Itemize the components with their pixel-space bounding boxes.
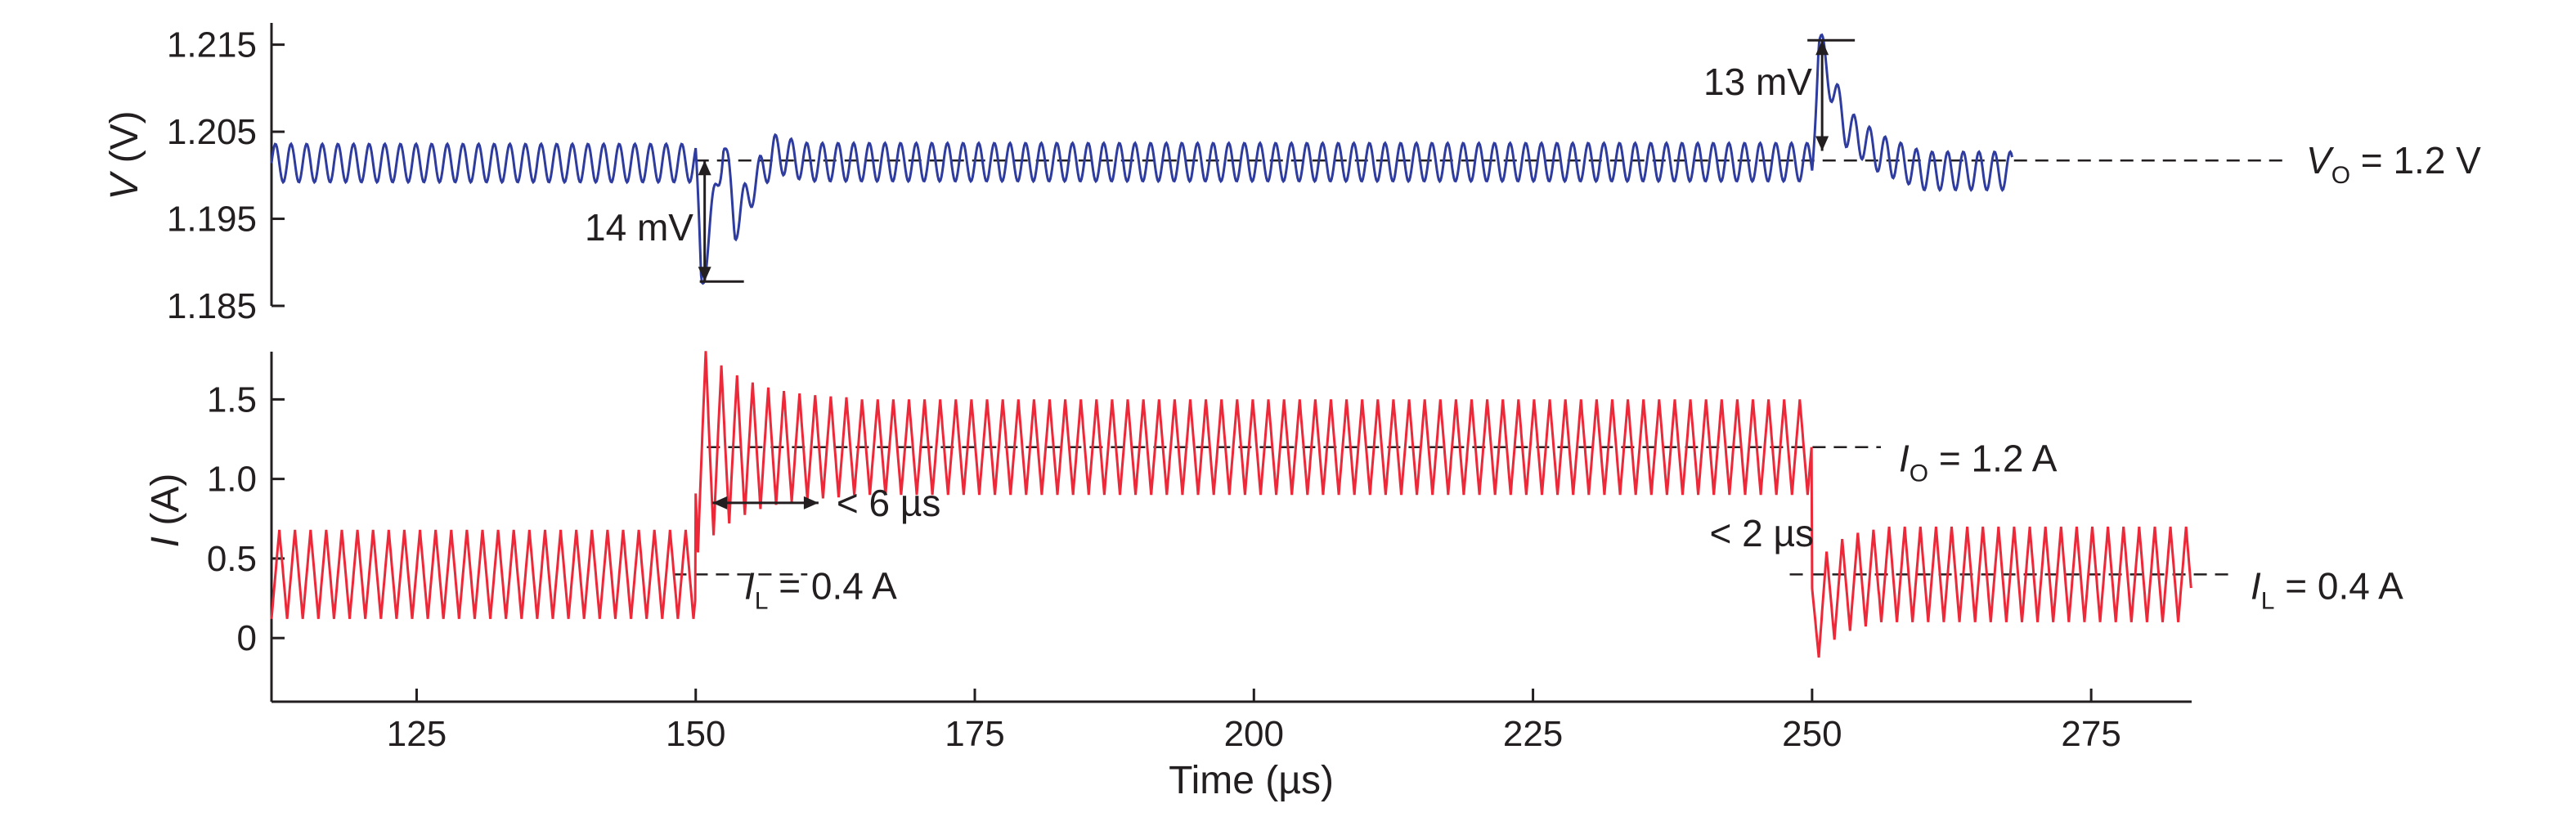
vo-label-sub: O xyxy=(2331,162,2350,189)
settling-arrow-head xyxy=(803,496,819,510)
voltage-y-tick-label: 1.185 xyxy=(167,286,257,326)
current-references: IL = 0.4 AIO = 1.2 AIL = 0.4 A xyxy=(673,438,2403,614)
voltage-y-ticks: 1.185 1.195 1.205 1.215 xyxy=(167,25,285,326)
current-y-tick-label: 0.5 xyxy=(207,539,257,579)
settling-time-label: < 6 µs xyxy=(837,482,941,524)
current-label-var: I xyxy=(744,564,755,607)
current-reference-label: IL = 0.4 A xyxy=(744,564,897,614)
vo-reference-label: VO = 1.2 V xyxy=(2306,139,2481,189)
current-y-tick-label: 1.0 xyxy=(207,460,257,500)
time-x-tick-label: 150 xyxy=(666,714,725,754)
time-x-tick-label: 250 xyxy=(1782,714,1842,754)
time-x-axis-label: Time (µs) xyxy=(1169,759,1334,802)
current-label-sub: L xyxy=(2261,587,2275,614)
current-trace xyxy=(270,351,2192,658)
voltage-y-tick-label: 1.195 xyxy=(167,200,257,240)
voltage-y-tick-label: 1.205 xyxy=(167,112,257,152)
current-label-var: I xyxy=(1899,438,1910,480)
current-label-rest: = 0.4 A xyxy=(768,564,897,607)
voltage-series xyxy=(270,33,2013,285)
dip-arrow-head xyxy=(698,267,711,282)
current-label-rest: = 1.2 A xyxy=(1928,438,2058,480)
current-panel: I (A) Time (µs) 0 0.5 1.0 1.5 125 150 175 200 2… xyxy=(144,351,2403,802)
settling-arrow-head xyxy=(712,496,728,510)
voltage-y-tick-label: 1.215 xyxy=(167,25,257,65)
current-label-var: I xyxy=(2251,564,2261,607)
time-x-tick-label: 200 xyxy=(1224,714,1284,754)
current-y-axis-label-unit: (A) xyxy=(144,474,187,526)
voltage-annotation-label: 13 mV xyxy=(1703,61,1812,103)
time-x-tick-label: 175 xyxy=(945,714,1004,754)
current-reference-label: IL = 0.4 A xyxy=(2251,564,2403,614)
dip-arrow-head xyxy=(698,160,711,176)
current-label-sub: O xyxy=(1910,460,1928,487)
voltage-annotations: 14 mV 13 mV xyxy=(585,38,1856,283)
current-reference-label: IO = 1.2 A xyxy=(1899,438,2058,487)
current-annotations: < 6 µs < 2 µs xyxy=(712,482,1814,554)
current-label-rest: = 0.4 A xyxy=(2274,564,2403,607)
current-y-tick-label: 1.5 xyxy=(207,379,257,420)
voltage-y-axis-label-unit: (V) xyxy=(103,110,146,163)
current-y-ticks: 0 0.5 1.0 1.5 xyxy=(207,379,285,658)
current-y-axis-label-var: I xyxy=(144,536,187,547)
current-y-axis-label: I (A) xyxy=(144,474,187,548)
voltage-y-axis-label-var: V xyxy=(103,171,146,200)
time-x-tick-label: 275 xyxy=(2061,714,2120,754)
voltage-trace xyxy=(270,33,2013,285)
dip-arrow-head xyxy=(1815,40,1829,56)
time-x-tick-label: 225 xyxy=(1503,714,1563,754)
current-series xyxy=(270,351,2192,658)
current-y-tick-label: 0 xyxy=(237,618,257,658)
step-down-time-label: < 2 µs xyxy=(1709,512,1814,554)
vo-label-var: V xyxy=(2306,139,2335,182)
current-label-sub: L xyxy=(755,587,769,614)
vo-label-rest: = 1.2 V xyxy=(2350,139,2481,182)
voltage-y-axis-label: V (V) xyxy=(103,110,146,200)
voltage-annotation-label: 14 mV xyxy=(585,206,693,249)
time-x-tick-label: 125 xyxy=(387,714,447,754)
voltage-reference: VO = 1.2 V xyxy=(695,139,2481,189)
dip-arrow-head xyxy=(1815,136,1829,151)
time-x-ticks: 125 150 175 200 225 250 275 xyxy=(387,689,2121,754)
